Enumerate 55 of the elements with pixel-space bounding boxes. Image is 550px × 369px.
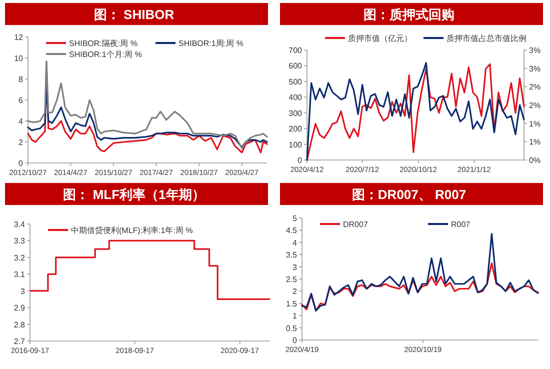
y-tick-label: 700 bbox=[288, 46, 303, 55]
y-tick-label: 0 bbox=[292, 336, 298, 345]
chart-title: 图： SHIBOR bbox=[94, 7, 175, 22]
y-tick-label: 3.3 bbox=[14, 236, 26, 246]
y-tick-label: 2 bbox=[292, 287, 298, 296]
y-tick-label: 500 bbox=[288, 77, 303, 86]
y-tick-label: 0 bbox=[18, 159, 24, 168]
chart-title: 图：质押式回购 bbox=[364, 7, 454, 22]
line-series bbox=[301, 233, 539, 312]
line-series bbox=[301, 262, 539, 312]
y-tick-label: 1.5 bbox=[286, 299, 298, 308]
y2-tick-label: 1% bbox=[529, 138, 541, 147]
y-tick-label: 5 bbox=[292, 214, 298, 223]
y-tick-label: 1 bbox=[292, 312, 298, 321]
y2-tick-label: 0% bbox=[529, 156, 541, 165]
y-tick-label: 0.5 bbox=[286, 324, 298, 333]
y-tick-label: 400 bbox=[288, 93, 303, 102]
y-tick-label: 4.5 bbox=[286, 226, 298, 236]
legend-label: 质押市值（亿元） bbox=[348, 34, 412, 43]
y-tick-label: 2.5 bbox=[286, 275, 298, 284]
y-tick-label: 3 bbox=[20, 286, 26, 296]
y-tick-label: 3 bbox=[292, 262, 298, 272]
y2-tick-label: 1% bbox=[529, 119, 541, 128]
y2-tick-label: 3% bbox=[529, 46, 541, 55]
legend-label: SHIBOR:1个月:周 % bbox=[69, 50, 142, 59]
y-tick-label: 2.9 bbox=[14, 304, 26, 313]
y-tick-label: 12 bbox=[14, 33, 24, 42]
y-tick-label: 3.2 bbox=[14, 253, 26, 262]
y-tick-label: 3.4 bbox=[14, 220, 26, 229]
y2-tick-label: 3% bbox=[529, 64, 541, 74]
y-tick-label: 2 bbox=[18, 138, 24, 147]
y2-tick-label: 2% bbox=[529, 101, 541, 110]
y-tick-label: 4 bbox=[292, 238, 298, 248]
y-tick-label: 300 bbox=[288, 108, 303, 118]
legend-label: SHIBOR:1周:周 % bbox=[178, 39, 244, 48]
y-tick-label: 8 bbox=[18, 75, 24, 84]
y-tick-label: 4 bbox=[18, 117, 24, 126]
chart-title: 图：DR007、 R007 bbox=[352, 187, 466, 202]
y-tick-label: 6 bbox=[18, 96, 24, 105]
legend-label: 中期借贷便利(MLF):利率:1年:周 % bbox=[71, 226, 193, 235]
y-tick-label: 2.7 bbox=[14, 337, 26, 346]
y-tick-label: 3.5 bbox=[286, 250, 298, 260]
y-tick-label: 200 bbox=[288, 124, 303, 134]
y-tick-label: 100 bbox=[288, 140, 303, 150]
legend-label: SHIBOR:隔夜:周 % bbox=[69, 39, 138, 48]
y-tick-label: 3.1 bbox=[14, 270, 26, 280]
legend-label: R007 bbox=[451, 220, 471, 229]
y-tick-label: 2.8 bbox=[14, 320, 26, 330]
y2-tick-label: 2% bbox=[529, 82, 541, 92]
y-tick-label: 600 bbox=[288, 62, 303, 71]
y-tick-label: 0 bbox=[298, 156, 303, 165]
y-tick-label: 10 bbox=[14, 54, 24, 63]
legend-label: DR007 bbox=[343, 220, 368, 229]
chart-title: 图： MLF利率（1年期） bbox=[63, 187, 205, 202]
legend-label: 质押市值占总市值比例 bbox=[446, 34, 526, 43]
